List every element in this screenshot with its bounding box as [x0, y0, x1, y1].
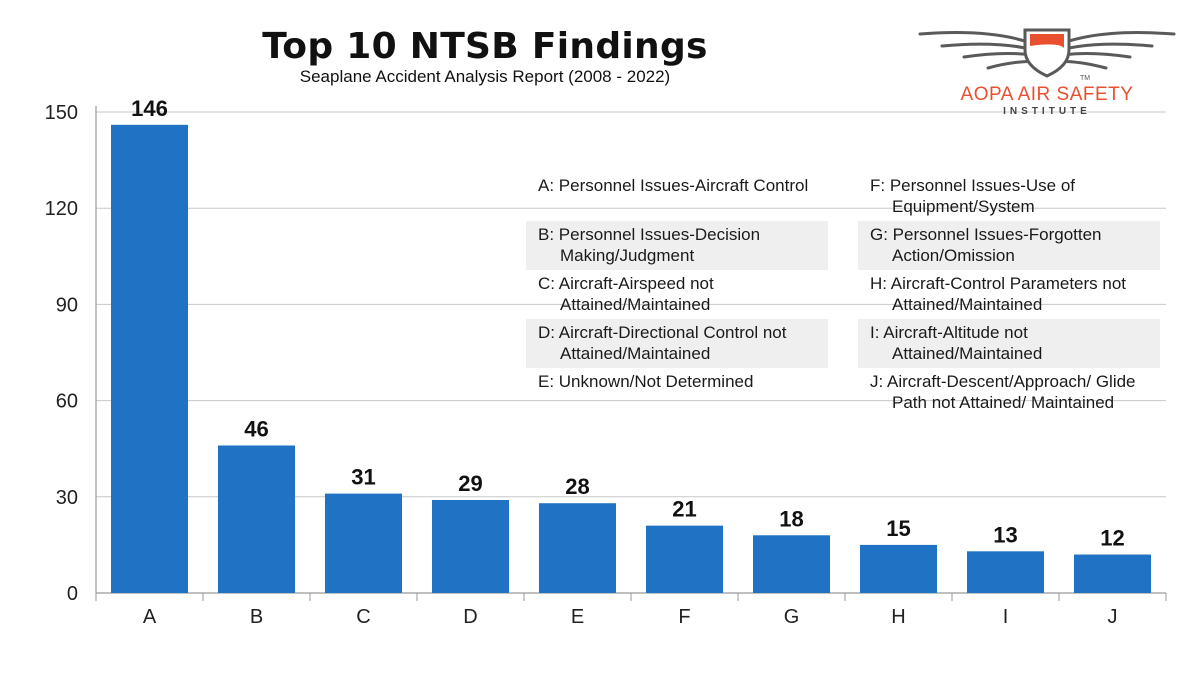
- y-tick-label: 150: [45, 102, 78, 124]
- legend-item-j: J: Aircraft-Descent/Approach/ Glide Path…: [870, 372, 1136, 412]
- x-tick-label: G: [784, 606, 800, 628]
- trademark-mark: TM: [1080, 75, 1090, 82]
- legend-item-c: C: Aircraft-Airspeed not Attained/Mainta…: [538, 274, 714, 314]
- legend-item-e: E: Unknown/Not Determined: [538, 372, 754, 391]
- legend-item-b: B: Personnel Issues-Decision Making/Judg…: [526, 221, 828, 270]
- wings-shield-icon: TM: [918, 28, 1176, 82]
- y-tick-label: 30: [56, 487, 78, 509]
- bar-f: [646, 525, 723, 593]
- x-tick-label: E: [571, 606, 584, 628]
- bar-b: [218, 445, 295, 593]
- x-tick-label: C: [356, 606, 370, 628]
- y-tick-label: 90: [56, 294, 78, 316]
- chart-title: Top 10 NTSB Findings: [262, 26, 708, 67]
- bar-h: [860, 544, 937, 593]
- data-label: 31: [351, 465, 375, 490]
- x-tick-label: B: [250, 606, 263, 628]
- bar-g: [753, 535, 830, 593]
- category-legend: A: Personnel Issues-Aircraft Control F: …: [526, 172, 1160, 417]
- brand-logo: TM AOPA AIR SAFETY INSTITUTE: [912, 20, 1182, 120]
- data-label: 29: [458, 471, 482, 496]
- legend-item-f: F: Personnel Issues-Use of Equipment/Sys…: [870, 176, 1076, 216]
- data-label: 28: [565, 474, 589, 499]
- y-tick-label: 60: [56, 391, 78, 413]
- x-tick-label: D: [463, 606, 477, 628]
- bar-a: [111, 124, 188, 594]
- legend-item-i: I: Aircraft-Altitude not Attained/Mainta…: [858, 319, 1160, 368]
- data-label: 146: [131, 96, 168, 121]
- legend-item-h: H: Aircraft-Control Parameters not Attai…: [870, 274, 1127, 314]
- bar-c: [325, 493, 402, 593]
- bar-d: [432, 500, 509, 593]
- data-label: 46: [244, 416, 268, 441]
- y-tick-label: 0: [67, 583, 78, 605]
- x-tick-label: I: [1003, 606, 1009, 628]
- bar-j: [1074, 554, 1151, 593]
- chart-subtitle: Seaplane Accident Analysis Report (2008 …: [299, 67, 671, 86]
- brand-subtitle: INSTITUTE: [1003, 106, 1091, 117]
- data-label: 12: [1100, 526, 1124, 551]
- x-tick-label: J: [1108, 606, 1118, 628]
- bar-e: [539, 503, 616, 593]
- legend-item-d: D: Aircraft-Directional Control not Atta…: [526, 319, 828, 368]
- data-label: 18: [779, 506, 803, 531]
- legend-item-g: G: Personnel Issues-Forgotten Action/Omi…: [858, 221, 1160, 270]
- data-label: 15: [886, 516, 910, 541]
- bar-i: [967, 551, 1044, 593]
- x-tick-label: F: [678, 606, 690, 628]
- data-label: 21: [672, 497, 696, 522]
- legend-item-a: A: Personnel Issues-Aircraft Control: [538, 176, 809, 195]
- y-tick-label: 120: [45, 198, 78, 220]
- brand-name: AOPA AIR SAFETY: [960, 84, 1134, 105]
- data-label: 13: [993, 522, 1017, 547]
- x-tick-label: A: [143, 606, 157, 628]
- x-tick-label: H: [891, 606, 905, 628]
